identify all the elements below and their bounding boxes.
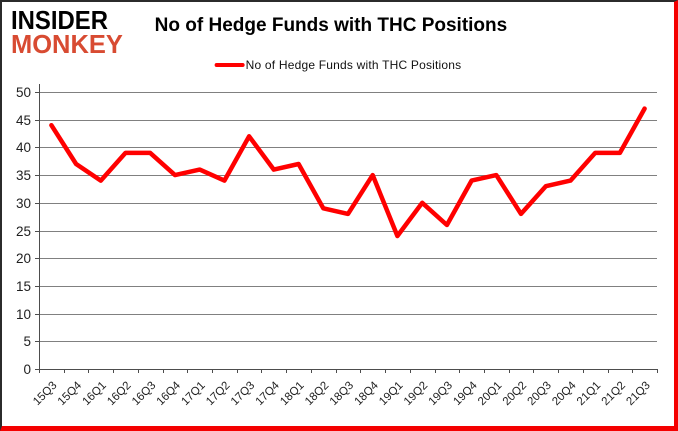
x-axis-label: 17Q1 [179,380,207,408]
x-axis-label: 20Q4 [550,379,579,408]
x-axis-label: 16Q4 [155,379,184,408]
y-axis-label: 10 [16,307,31,322]
x-axis-label: 16Q3 [130,380,158,408]
insider-monkey-logo: INSIDER MONKEY [11,5,125,59]
x-axis-label: 19Q3 [427,380,455,408]
x-axis-label: 16Q2 [105,380,133,408]
x-axis-label: 19Q2 [402,380,430,408]
y-axis-label: 20 [16,251,31,266]
x-axis-label: 21Q1 [575,380,603,408]
y-axis-label: 5 [23,334,31,349]
series-line [49,106,647,239]
x-axis-label: 20Q3 [525,380,553,408]
x-axis-label: 18Q4 [352,379,381,408]
x-axis-label: 17Q4 [254,379,283,408]
x-axis-label: 19Q4 [451,379,480,408]
x-axis-label: 21Q3 [624,380,652,408]
legend-line-swatch [214,63,245,67]
x-axis-label: 17Q2 [204,380,232,408]
legend-label: No of Hedge Funds with THC Positions [245,58,462,72]
chart-title: No of Hedge Funds with THC Positions [154,15,508,36]
y-axis-label: 25 [16,224,31,239]
line-chart: 0 5 10 15 20 25 30 35 40 45 50 15Q315Q416Q116Q216Q3… [16,84,658,408]
x-axis-label: 18Q3 [328,380,356,408]
legend: No of Hedge Funds with THC Positions [214,58,462,72]
y-axis-label: 30 [16,196,31,211]
x-axis-label: 21Q2 [600,380,628,408]
x-axis-label: 20Q1 [476,380,504,408]
x-axis-label: 19Q1 [377,380,405,408]
y-axis-label: 50 [16,85,31,100]
x-axis-label: 20Q2 [501,380,529,408]
x-axis-label: 17Q3 [229,380,257,408]
y-axis-label: 45 [16,113,31,128]
y-axis-label: 0 [23,362,31,377]
x-axis-label: 18Q1 [278,380,306,408]
x-axis-label: 16Q1 [81,380,109,408]
logo-text-monkey: MONKEY [11,28,123,59]
y-axis-label: 15 [16,279,31,294]
y-axis-label: 40 [16,140,31,155]
logo-text-insider: INSIDER [11,5,109,35]
x-axis-label: 15Q3 [31,380,59,408]
x-axis-label: 18Q2 [303,380,331,408]
y-axis-label: 35 [16,168,31,183]
x-axis-label: 15Q4 [56,379,85,408]
